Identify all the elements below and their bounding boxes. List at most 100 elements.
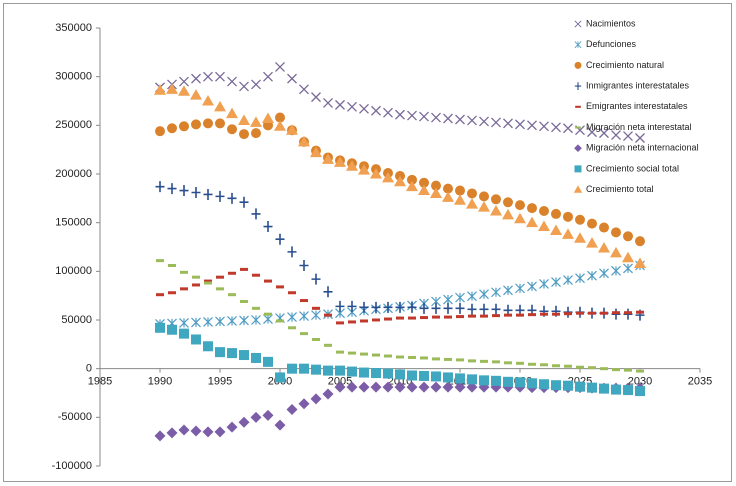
data-point xyxy=(192,275,200,279)
legend-label: Crecimiento social total xyxy=(586,163,679,173)
data-point xyxy=(300,332,308,336)
data-point xyxy=(251,208,261,220)
data-point xyxy=(492,314,500,318)
data-point xyxy=(552,364,560,368)
data-point xyxy=(588,366,596,370)
data-point xyxy=(179,328,189,339)
data-point xyxy=(203,71,213,82)
data-point xyxy=(576,311,584,315)
legend-marker xyxy=(574,82,582,90)
data-point xyxy=(382,381,394,393)
data-point xyxy=(442,381,454,393)
data-point xyxy=(528,362,536,366)
data-point xyxy=(408,355,416,359)
data-point xyxy=(346,381,358,393)
data-point xyxy=(322,388,334,400)
data-point xyxy=(252,306,260,310)
data-point xyxy=(492,360,500,364)
x-tick-label: 2035 xyxy=(688,376,712,388)
data-point xyxy=(636,310,644,314)
data-point xyxy=(239,350,249,361)
data-point xyxy=(358,164,370,175)
data-point xyxy=(202,426,214,438)
data-point xyxy=(370,168,382,179)
data-point xyxy=(635,386,645,397)
data-point xyxy=(432,315,440,319)
data-point xyxy=(587,218,597,229)
data-point xyxy=(479,375,489,386)
data-point xyxy=(347,101,357,112)
data-point xyxy=(528,313,536,317)
data-point xyxy=(156,259,164,263)
data-point xyxy=(264,312,272,316)
data-point xyxy=(516,313,524,317)
data-point xyxy=(443,372,453,383)
data-point xyxy=(479,289,489,300)
data-point xyxy=(478,201,490,212)
data-point xyxy=(167,123,177,134)
y-tick-label: 0 xyxy=(86,363,92,375)
data-point xyxy=(539,279,549,289)
data-point xyxy=(155,181,165,193)
y-tick-label: -50000 xyxy=(58,411,92,423)
y-tick-label: 50000 xyxy=(61,314,92,326)
data-point xyxy=(383,368,393,379)
data-point xyxy=(383,301,393,313)
data-point xyxy=(418,184,430,196)
data-point xyxy=(215,118,225,129)
data-point xyxy=(624,368,632,372)
data-point xyxy=(178,85,190,96)
data-point xyxy=(468,359,476,363)
data-point xyxy=(503,285,513,296)
data-point xyxy=(479,116,489,127)
data-point xyxy=(179,185,189,197)
legend-label: Emigrantes interestatales xyxy=(586,101,688,111)
data-point xyxy=(322,153,334,164)
data-point xyxy=(394,175,406,187)
chart-frame xyxy=(3,3,732,482)
data-point xyxy=(636,369,644,373)
data-point xyxy=(275,112,285,123)
data-point xyxy=(395,109,405,120)
data-point xyxy=(276,285,284,289)
data-point xyxy=(431,371,441,382)
data-point xyxy=(191,119,201,130)
data-point xyxy=(623,385,633,396)
data-point xyxy=(515,119,525,130)
data-point xyxy=(192,283,200,287)
data-point xyxy=(359,301,369,313)
data-point xyxy=(396,355,404,359)
data-point xyxy=(515,200,525,211)
legend-marker xyxy=(575,105,581,108)
data-point xyxy=(611,384,621,395)
data-point xyxy=(300,299,308,303)
legend-label: Defunciones xyxy=(586,39,637,49)
data-point xyxy=(203,188,213,200)
data-point xyxy=(552,312,560,316)
data-point xyxy=(240,300,248,304)
data-point xyxy=(395,369,405,380)
data-point xyxy=(575,214,585,225)
data-point xyxy=(239,315,249,326)
legend-label: Nacimientos xyxy=(586,18,636,28)
data-point xyxy=(432,357,440,361)
data-point xyxy=(180,270,188,274)
data-point xyxy=(204,279,212,283)
legend-label: Migración neta interestatal xyxy=(586,122,692,132)
data-point xyxy=(407,370,417,381)
data-point xyxy=(299,311,309,322)
data-point xyxy=(216,275,224,279)
data-point xyxy=(408,316,416,320)
data-point xyxy=(226,421,238,433)
data-point xyxy=(311,364,321,375)
data-point xyxy=(360,319,368,323)
data-point xyxy=(491,117,501,128)
legend-label: Crecimiento total xyxy=(586,184,654,194)
data-point xyxy=(348,320,356,324)
data-point xyxy=(298,398,310,410)
data-point xyxy=(228,293,236,297)
data-point xyxy=(204,281,212,285)
data-point xyxy=(251,128,261,139)
data-point xyxy=(310,393,322,405)
data-point xyxy=(600,311,608,315)
